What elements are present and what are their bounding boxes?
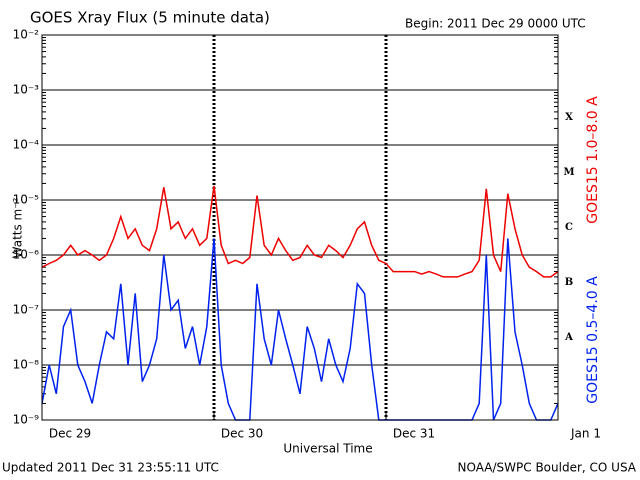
- x-tick-label: Dec 31: [393, 427, 435, 441]
- y-tick-label: 10⁻³: [13, 83, 40, 97]
- flare-class: A: [564, 332, 573, 343]
- y-tick-label: 10⁻⁸: [13, 358, 40, 372]
- legend-entry: GOES15 1.0–8.0 A: [585, 96, 601, 224]
- y-tick-label: 10⁻⁵: [13, 193, 40, 207]
- chart-subtitle: Begin: 2011 Dec 29 0000 UTC: [405, 17, 586, 31]
- x-tick-label: Dec 30: [221, 427, 263, 441]
- y-tick-label: 10⁻⁶: [13, 248, 40, 262]
- x-tick-label: Dec 29: [49, 427, 91, 441]
- x-tick-label: Jan 1: [570, 427, 601, 441]
- flare-class: B: [565, 277, 573, 288]
- flare-class: M: [563, 167, 574, 178]
- y-tick-label: 10⁻⁷: [13, 303, 40, 317]
- series-line: [41, 185, 559, 278]
- footer-left: Updated 2011 Dec 31 23:55:11 UTC: [2, 461, 219, 475]
- chart-title: GOES Xray Flux (5 minute data): [30, 9, 270, 27]
- footer-right: NOAA/SWPC Boulder, CO USA: [458, 461, 637, 475]
- plot-frame: [41, 34, 559, 421]
- flare-class: X: [565, 112, 573, 123]
- series-line: [41, 238, 559, 421]
- flare-class: C: [565, 222, 573, 233]
- x-axis-label: Universal Time: [283, 442, 372, 456]
- y-axis-label: Watts m⁻²: [11, 197, 25, 258]
- y-tick-label: 10⁻⁴: [13, 138, 40, 152]
- y-tick-label: 10⁻⁹: [13, 413, 40, 427]
- y-tick-label: 10⁻²: [13, 28, 40, 42]
- legend-entry: GOES15 0.5–4.0 A: [585, 276, 601, 404]
